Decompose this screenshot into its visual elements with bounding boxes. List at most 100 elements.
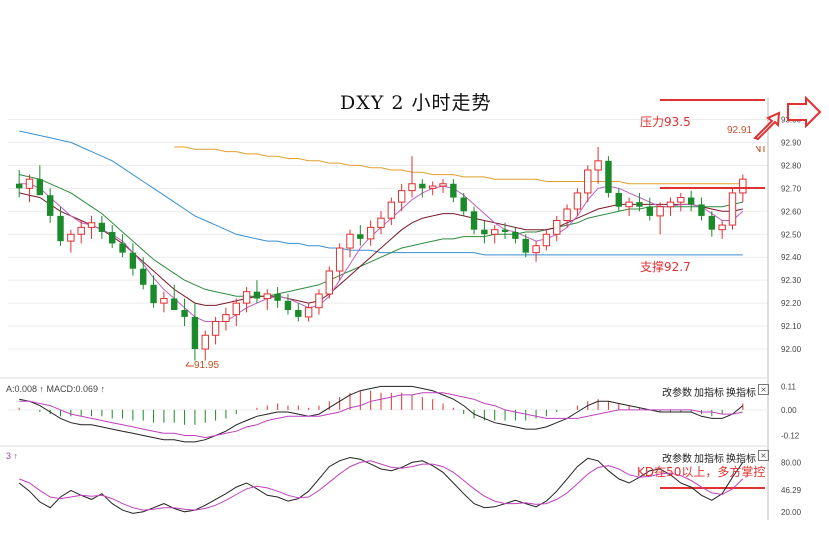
- candle-body: [232, 302, 240, 316]
- candle-body: [295, 310, 302, 317]
- candle-body: [57, 215, 64, 242]
- kd-line-k: [18, 456, 744, 514]
- candle-body: [46, 195, 54, 216]
- kd-tick-label: 20.00: [781, 508, 802, 517]
- candle-body: [439, 183, 447, 187]
- candle-body: [274, 293, 281, 301]
- candle-body: [129, 252, 137, 269]
- candle-body: [491, 229, 499, 235]
- candle-body: [666, 201, 675, 208]
- candle-body: [140, 268, 147, 285]
- candle-body: [512, 231, 519, 239]
- candle-body: [408, 183, 416, 192]
- candle-body: [377, 217, 385, 228]
- macd-tick-label: 0.11: [781, 382, 797, 391]
- candle-body: [605, 160, 612, 193]
- candle-body: [98, 222, 106, 232]
- candle-body: [387, 201, 396, 219]
- candle-body: [470, 211, 478, 230]
- y-tick-label: 92.50: [781, 230, 802, 239]
- candle-body: [263, 293, 271, 300]
- kd-tick-label: 46.29: [781, 486, 802, 495]
- up-right-arrow-icon: [753, 111, 781, 141]
- candle-body: [428, 185, 437, 189]
- candle-body: [553, 219, 561, 235]
- kd-switch-indicator-button[interactable]: 换指标: [726, 454, 756, 465]
- candle-body: [739, 178, 747, 194]
- candle-body: [718, 224, 726, 231]
- candle-body: [419, 183, 426, 189]
- candle-body: [15, 183, 23, 189]
- low-mark-label: 91.95: [194, 360, 220, 371]
- candle-body: [304, 307, 313, 318]
- macd-change-params-button[interactable]: 改参数: [662, 388, 692, 399]
- candle-body: [708, 215, 716, 230]
- candle-body: [87, 222, 96, 228]
- candle-body: [211, 320, 220, 336]
- resistance-label: 压力93.5: [640, 115, 691, 129]
- y-tick-label: 92.20: [781, 299, 802, 308]
- candle-body: [728, 192, 737, 226]
- kd-add-indicator-button[interactable]: 加指标: [694, 454, 724, 465]
- candle-body: [615, 192, 622, 207]
- candle-body: [242, 291, 251, 304]
- candle-body: [160, 298, 168, 304]
- candle-body: [573, 192, 582, 210]
- macd-close-icon[interactable]: ×: [758, 384, 769, 395]
- right-arrow-icon: [787, 95, 822, 129]
- candle-body: [397, 190, 406, 203]
- kd-tick-label: 80.00: [781, 458, 802, 467]
- kd-note: KD在50以上，多方掌控: [637, 465, 766, 479]
- kd-close-icon[interactable]: ×: [758, 450, 769, 461]
- candle-body: [335, 247, 344, 272]
- candle-body: [687, 197, 695, 205]
- candle-body: [646, 206, 653, 216]
- small-arrow-icon: [755, 145, 765, 153]
- candle-body: [532, 245, 540, 254]
- y-tick-label: 92.60: [781, 207, 802, 216]
- y-tick-label: 92.40: [781, 253, 802, 262]
- macd-header: A:0.008 ↑ MACD:0.069 ↑: [6, 384, 106, 394]
- candle-body: [501, 229, 509, 232]
- y-tick-label: 92.00: [781, 345, 802, 354]
- candle-body: [656, 206, 664, 217]
- kd-change-params-button[interactable]: 改参数: [662, 454, 692, 465]
- candle-body: [284, 300, 292, 311]
- ma-line-blue: [19, 130, 743, 256]
- candle-body: [450, 183, 457, 198]
- y-tick-label: 92.80: [781, 161, 802, 170]
- y-tick-label: 92.70: [781, 184, 802, 193]
- macd-add-indicator-button[interactable]: 加指标: [694, 388, 724, 399]
- candle-body: [171, 298, 178, 311]
- candle-body: [366, 226, 375, 240]
- candle-body: [357, 234, 364, 239]
- ma-line-darkred: [19, 192, 743, 306]
- low-marker-arrow: [185, 361, 190, 367]
- candle-body: [594, 160, 602, 171]
- candle-body: [119, 243, 126, 253]
- candle-body: [584, 169, 592, 194]
- candle-body: [346, 233, 354, 249]
- candle-body: [481, 229, 488, 235]
- candle-body: [636, 202, 643, 207]
- candle-body: [677, 197, 685, 203]
- kd-line-d: [19, 460, 744, 511]
- candle-body: [36, 179, 44, 196]
- candle-body: [25, 178, 34, 189]
- ma-line-orange: [174, 146, 743, 185]
- macd-switch-indicator-button[interactable]: 换指标: [726, 388, 756, 399]
- y-tick-label: 92.30: [781, 276, 802, 285]
- candle-body: [698, 204, 705, 216]
- candle-body: [181, 310, 188, 317]
- candle-body: [460, 197, 467, 212]
- candle-body: [325, 270, 334, 295]
- candle-body: [77, 226, 85, 235]
- candle-body: [109, 231, 116, 244]
- candle-body: [563, 208, 571, 221]
- candle-body: [150, 284, 157, 304]
- y-tick-label: 92.10: [781, 322, 802, 331]
- candle-body: [191, 316, 199, 350]
- y-tick-label: 92.90: [781, 138, 802, 147]
- candle-body: [542, 233, 551, 247]
